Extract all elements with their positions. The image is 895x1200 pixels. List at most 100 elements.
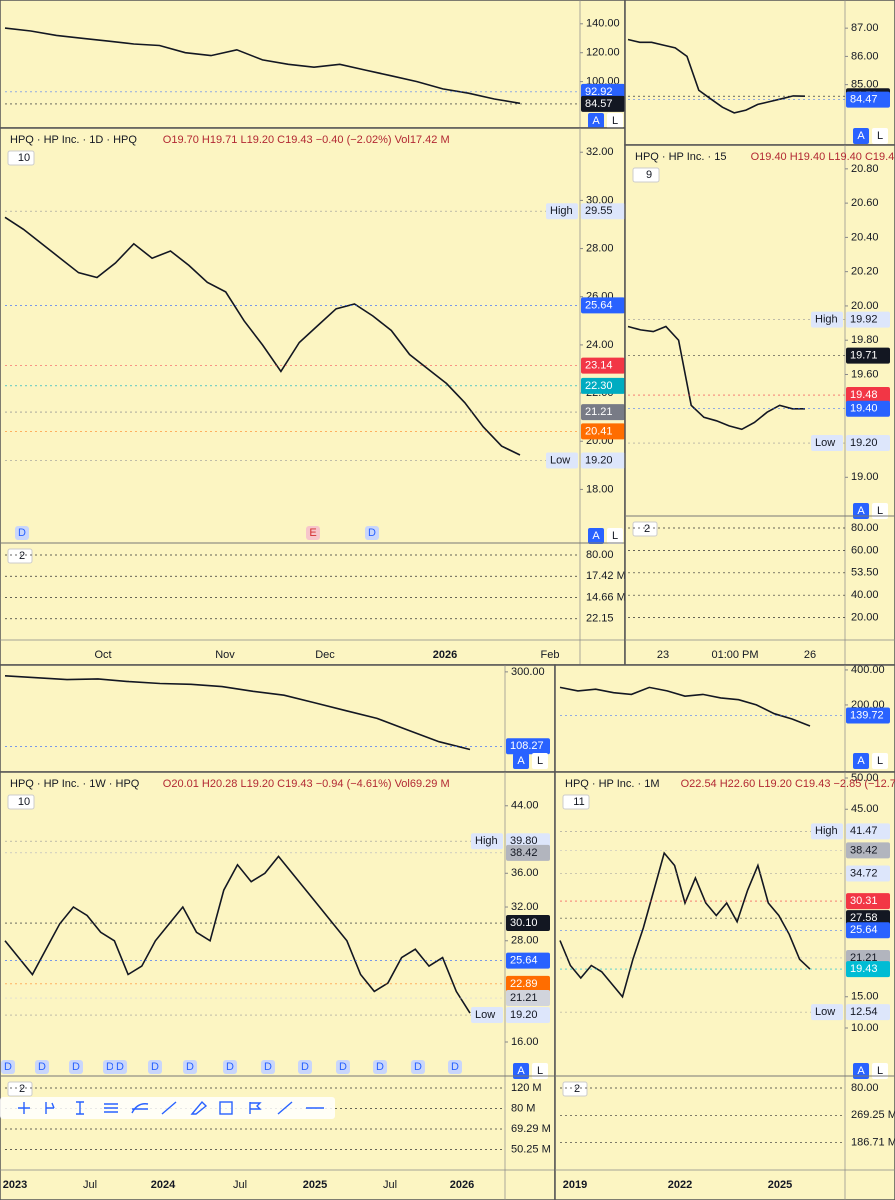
event-marker[interactable] bbox=[411, 1060, 425, 1074]
scale-button-label[interactable]: A bbox=[857, 755, 865, 767]
indicator-toggle[interactable] bbox=[632, 167, 660, 183]
curve-tool[interactable] bbox=[131, 1103, 149, 1114]
event-marker-label[interactable]: D bbox=[264, 1061, 272, 1073]
indicator-count[interactable]: 11 bbox=[573, 796, 584, 808]
event-marker[interactable] bbox=[35, 1060, 49, 1074]
flag-tool[interactable] bbox=[249, 1102, 262, 1114]
indicator-toggle[interactable] bbox=[7, 794, 35, 810]
scale-button-label[interactable]: L bbox=[537, 755, 543, 767]
indicator-count[interactable]: 10 bbox=[18, 152, 30, 164]
scale-button-label[interactable]: A bbox=[592, 115, 600, 127]
event-marker-label[interactable]: D bbox=[376, 1061, 384, 1073]
event-marker[interactable] bbox=[183, 1060, 197, 1074]
event-marker[interactable] bbox=[306, 526, 320, 540]
shape-tool[interactable] bbox=[219, 1101, 233, 1115]
indicator-toggle[interactable] bbox=[7, 150, 35, 166]
scale-button-label[interactable]: A bbox=[857, 130, 865, 142]
event-marker-label[interactable]: D bbox=[368, 527, 376, 539]
scale-button[interactable] bbox=[853, 1063, 869, 1079]
scale-button-label[interactable]: A bbox=[857, 505, 865, 517]
event-marker[interactable] bbox=[298, 1060, 312, 1074]
y-tick-label: 19.80 bbox=[851, 334, 879, 346]
event-marker[interactable] bbox=[1, 1060, 15, 1074]
price-badge bbox=[581, 95, 625, 112]
event-marker[interactable] bbox=[69, 1060, 83, 1074]
scale-button[interactable] bbox=[872, 128, 888, 144]
indicator-count[interactable]: 9 bbox=[646, 169, 652, 181]
brush-tool[interactable] bbox=[190, 1100, 208, 1115]
scale-button-label[interactable]: L bbox=[877, 1065, 883, 1077]
event-marker-label[interactable]: D bbox=[226, 1061, 234, 1073]
event-marker[interactable] bbox=[448, 1060, 462, 1074]
pane-toggle[interactable] bbox=[7, 548, 33, 564]
scale-button-label[interactable]: A bbox=[592, 530, 600, 542]
price-badge bbox=[846, 865, 890, 882]
ray-tool[interactable] bbox=[277, 1101, 293, 1115]
scale-button[interactable] bbox=[853, 128, 869, 144]
event-marker-label[interactable]: D bbox=[116, 1061, 124, 1073]
scale-button-label[interactable]: A bbox=[857, 1065, 865, 1077]
event-marker[interactable] bbox=[223, 1060, 237, 1074]
scale-button[interactable] bbox=[513, 1063, 529, 1079]
event-marker-label[interactable]: D bbox=[339, 1061, 347, 1073]
event-marker[interactable] bbox=[373, 1060, 387, 1074]
event-marker[interactable] bbox=[15, 526, 29, 540]
event-marker-label[interactable]: D bbox=[4, 1061, 12, 1073]
price-badge bbox=[581, 423, 625, 440]
event-marker[interactable] bbox=[148, 1060, 162, 1074]
price-badge-label: 27.58 bbox=[850, 912, 878, 924]
scale-button[interactable] bbox=[853, 503, 869, 519]
scale-button[interactable] bbox=[872, 1063, 888, 1079]
scale-button[interactable] bbox=[588, 528, 604, 544]
panel bbox=[624, 0, 895, 146]
scale-button[interactable] bbox=[872, 753, 888, 769]
indicator-count[interactable]: 10 bbox=[18, 796, 30, 808]
scale-button[interactable] bbox=[853, 753, 869, 769]
pane-count[interactable]: 2 bbox=[644, 523, 650, 535]
event-marker-label[interactable]: D bbox=[301, 1061, 309, 1073]
scale-button[interactable] bbox=[513, 753, 529, 769]
scale-button[interactable] bbox=[532, 753, 548, 769]
scale-button[interactable] bbox=[588, 113, 604, 129]
event-marker-label[interactable]: E bbox=[309, 527, 316, 539]
event-marker-label[interactable]: D bbox=[186, 1061, 194, 1073]
scale-button-label[interactable]: L bbox=[877, 130, 883, 142]
scale-button-label[interactable]: L bbox=[537, 1065, 543, 1077]
price-badge-label: 19.48 bbox=[850, 389, 878, 401]
text-tool[interactable] bbox=[76, 1101, 84, 1115]
event-marker-label[interactable]: D bbox=[38, 1061, 46, 1073]
scale-button[interactable] bbox=[872, 503, 888, 519]
pane-toggle[interactable] bbox=[632, 521, 658, 537]
event-marker-label[interactable]: D bbox=[106, 1061, 114, 1073]
event-marker[interactable] bbox=[261, 1060, 275, 1074]
event-marker-label[interactable]: D bbox=[151, 1061, 159, 1073]
scale-button[interactable] bbox=[607, 528, 623, 544]
y-tick-label: 140.00 bbox=[586, 18, 620, 30]
scale-button[interactable] bbox=[607, 113, 623, 129]
crosshair-tool[interactable] bbox=[18, 1102, 30, 1114]
scale-button[interactable] bbox=[532, 1063, 548, 1079]
scale-button-label[interactable]: L bbox=[877, 505, 883, 517]
fib-tool[interactable] bbox=[45, 1102, 55, 1114]
pane-count[interactable]: 2 bbox=[19, 550, 25, 562]
scale-button-label[interactable]: L bbox=[612, 115, 618, 127]
pane-count[interactable]: 2 bbox=[574, 1083, 580, 1095]
line-tool[interactable] bbox=[161, 1101, 177, 1115]
indicator-toggle[interactable] bbox=[562, 794, 590, 810]
pane-count[interactable]: 2 bbox=[19, 1083, 25, 1095]
event-marker-label[interactable]: D bbox=[72, 1061, 80, 1073]
scale-button-label[interactable]: A bbox=[517, 1065, 525, 1077]
event-marker[interactable] bbox=[113, 1060, 127, 1074]
event-marker[interactable] bbox=[336, 1060, 350, 1074]
pane-toggle[interactable] bbox=[562, 1081, 588, 1097]
event-marker-label[interactable]: D bbox=[414, 1061, 422, 1073]
scale-button-label[interactable]: L bbox=[612, 530, 618, 542]
scale-button-label[interactable]: A bbox=[517, 755, 525, 767]
event-marker[interactable] bbox=[365, 526, 379, 540]
pane-toggle[interactable] bbox=[7, 1081, 33, 1097]
event-marker-label[interactable]: D bbox=[18, 527, 26, 539]
scale-button-label[interactable]: L bbox=[877, 755, 883, 767]
channel-tool[interactable] bbox=[104, 1103, 118, 1113]
x-tick-label: 2022 bbox=[668, 1179, 692, 1191]
event-marker-label[interactable]: D bbox=[451, 1061, 459, 1073]
